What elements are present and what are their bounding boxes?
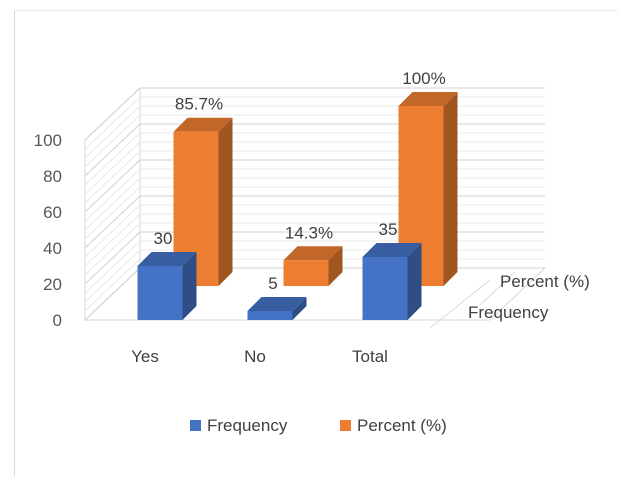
gridline-side: [84, 222, 141, 276]
bar-side-face: [292, 297, 307, 320]
bar-side-face: [443, 92, 458, 286]
gridline-side: [84, 231, 141, 285]
category-label: Yes: [131, 347, 159, 366]
bars: [137, 92, 458, 320]
gridline-side: [84, 240, 141, 294]
series-depth-label: Frequency: [468, 303, 549, 322]
gridline-side: [84, 186, 141, 240]
gridline-side: [84, 150, 141, 204]
data-labels: 85.7% 14.3% 100% 30 5 35: [154, 69, 446, 293]
y-tick-label: 0: [53, 311, 62, 330]
bar-top-face: [247, 297, 307, 311]
gridline-side: [84, 96, 141, 150]
gridline-side: [84, 168, 141, 222]
bar: [247, 297, 307, 320]
bar-side-face: [328, 246, 343, 286]
chart-frame: [14, 10, 618, 476]
bar-top-face: [283, 246, 343, 261]
data-label: 85.7%: [175, 95, 223, 114]
legend-swatch: [340, 420, 351, 431]
depth-axis-line: [429, 279, 491, 329]
legend: Frequency Percent (%): [190, 416, 447, 435]
category-label: Total: [352, 347, 388, 366]
gridline-side: [84, 267, 141, 321]
bar-front-face: [247, 311, 293, 320]
bar-side-face: [407, 243, 422, 320]
gridline-side: [84, 195, 141, 249]
legend-item: Frequency: [190, 416, 288, 435]
gridline-side: [84, 204, 141, 258]
bar-side-face: [182, 252, 197, 320]
bar: [137, 252, 197, 320]
bar-top-face: [137, 252, 197, 266]
y-axis-ticks: 0 20 40 60 80 100: [34, 131, 62, 330]
y-tick-label: 40: [43, 239, 62, 258]
data-label: 30: [154, 229, 173, 248]
gridline-side: [84, 249, 141, 303]
bar: [362, 243, 422, 320]
bar-top-face: [398, 92, 458, 106]
category-label: No: [244, 347, 266, 366]
bar: [283, 246, 343, 286]
gridline-side: [84, 159, 141, 213]
bar-top-face: [173, 117, 233, 132]
gridline-side: [84, 213, 141, 267]
gridline-side: [84, 105, 141, 159]
legend-swatch: [190, 420, 201, 431]
data-label: 5: [268, 274, 277, 293]
gridline-side: [84, 123, 141, 177]
bar-top-face: [362, 243, 422, 257]
gridline-side: [84, 177, 141, 231]
data-label: 35: [379, 220, 398, 239]
gridline-side: [84, 141, 141, 195]
bar-side-face: [218, 117, 233, 287]
gridline-side: [84, 114, 141, 168]
bar-front-face: [362, 257, 408, 320]
bar-front-face: [283, 260, 329, 286]
y-tick-label: 100: [34, 131, 62, 150]
bar-front-face: [137, 266, 183, 320]
y-tick-label: 60: [43, 203, 62, 222]
gridline-side: [84, 87, 141, 141]
gridline-side: [84, 258, 141, 312]
legend-item: Percent (%): [340, 416, 447, 435]
category-labels: Yes No Total: [131, 347, 388, 366]
y-tick-label: 20: [43, 275, 62, 294]
legend-label: Percent (%): [357, 416, 447, 435]
data-label: 14.3%: [285, 223, 333, 242]
series-depth-label: Percent (%): [500, 272, 590, 291]
legend-label: Frequency: [207, 416, 288, 435]
data-label: 100%: [402, 69, 445, 88]
y-tick-label: 80: [43, 167, 62, 186]
gridline-side: [84, 132, 141, 186]
series-depth-labels: Frequency Percent (%): [468, 272, 590, 322]
depth-axis-line: [479, 271, 516, 306]
